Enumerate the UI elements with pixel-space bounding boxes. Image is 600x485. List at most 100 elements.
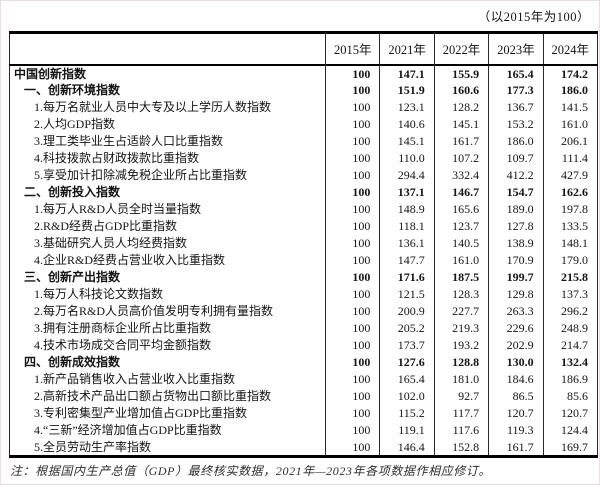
index-value: 85.6 bbox=[542, 387, 598, 405]
indicator-label: 2.R&D经费占GDP比重指数 bbox=[34, 219, 178, 233]
table-row: 2.每万名R&D人员高价值发明专利拥有量指数 100 200.9 227.7 263.3… bbox=[10, 302, 598, 320]
index-value: 124.4 bbox=[542, 421, 598, 439]
index-value: 189.0 bbox=[488, 200, 544, 218]
table-row: 四、创新成效指数 100 127.6 128.8 130.0 132.4 bbox=[10, 353, 598, 371]
indicator-label: 2.高新技术产品出口额占货物出口额比重指数 bbox=[34, 389, 272, 403]
index-value: 127.6 bbox=[379, 353, 435, 371]
index-value: 229.6 bbox=[488, 319, 544, 337]
index-value: 169.7 bbox=[542, 438, 598, 456]
table-row: 4.技术市场成交合同平均金额指数 100 173.7 193.2 202.9 214.7 bbox=[10, 336, 598, 354]
index-value: 102.0 bbox=[379, 387, 435, 405]
indicator-label: 1.每万人科技论文数指数 bbox=[34, 287, 164, 301]
index-value: 130.0 bbox=[488, 353, 544, 371]
table-row: 2.R&D经费占GDP比重指数 100 118.1 123.7 127.8 133.5 bbox=[10, 217, 598, 235]
index-value: 100 bbox=[324, 64, 380, 82]
indicator-label: 4.科技拨款占财政拨款比重指数 bbox=[34, 151, 200, 165]
index-value: 136.7 bbox=[488, 98, 544, 116]
index-value: 100 bbox=[324, 234, 380, 252]
index-value: 100 bbox=[324, 285, 380, 303]
index-value: 121.5 bbox=[379, 285, 435, 303]
index-value: 145.1 bbox=[433, 115, 489, 133]
index-value: 100 bbox=[324, 353, 380, 371]
index-value: 100 bbox=[324, 217, 380, 235]
index-value: 206.1 bbox=[542, 132, 598, 150]
table-row: 2.高新技术产品出口额占货物出口额比重指数 100 102.0 92.7 86.5 85.… bbox=[10, 387, 598, 405]
index-value: 161.0 bbox=[542, 115, 598, 133]
index-value: 100 bbox=[324, 251, 380, 269]
index-value: 197.8 bbox=[542, 200, 598, 218]
index-value: 100 bbox=[324, 132, 380, 150]
index-value: 117.6 bbox=[433, 421, 489, 439]
index-value: 86.5 bbox=[488, 387, 544, 405]
index-value: 100 bbox=[324, 336, 380, 354]
index-value: 161.7 bbox=[488, 438, 544, 456]
index-value: 160.6 bbox=[433, 81, 489, 99]
index-value: 193.2 bbox=[433, 336, 489, 354]
index-value: 110.0 bbox=[379, 149, 435, 167]
index-value: 170.9 bbox=[488, 251, 544, 269]
index-value: 219.3 bbox=[433, 319, 489, 337]
indicator-label: 3.专利密集型产业增加值占GDP比重指数 bbox=[34, 406, 248, 420]
table-row: 一、创新环境指数 100 151.9 160.6 177.3 186.0 bbox=[10, 81, 598, 99]
indicator-label: 三、创新产出指数 bbox=[24, 270, 121, 284]
indicator-label: 中国创新指数 bbox=[14, 66, 87, 81]
index-value: 100 bbox=[324, 183, 380, 201]
index-value: 128.8 bbox=[433, 353, 489, 371]
index-value: 100 bbox=[324, 387, 380, 405]
table-row: 4.“三新”经济增加值占GDP比重指数 100 119.1 117.6 119.3 124… bbox=[10, 421, 598, 439]
index-value: 123.7 bbox=[433, 217, 489, 235]
index-value: 120.7 bbox=[488, 404, 544, 422]
indicator-label: 3.基础研究人员人均经费指数 bbox=[34, 236, 188, 250]
index-value: 148.1 bbox=[542, 234, 598, 252]
table-row: 1.每万人科技论文数指数 100 121.5 128.3 129.8 137.3 bbox=[10, 285, 598, 303]
table-row: 中国创新指数 100 147.1 155.9 165.4 174.2 bbox=[10, 64, 598, 82]
index-value: 119.1 bbox=[379, 421, 435, 439]
indicator-label: 4.企业R&D经费占营业收入比重指数 bbox=[34, 253, 226, 267]
year-column-header: 2024年 bbox=[542, 32, 598, 66]
index-value: 100 bbox=[324, 200, 380, 218]
table-row: 4.科技拨款占财政拨款比重指数 100 110.0 107.2 109.7 111.4 bbox=[10, 149, 598, 167]
index-value: 151.9 bbox=[379, 81, 435, 99]
index-value: 153.2 bbox=[488, 115, 544, 133]
index-value: 111.4 bbox=[542, 149, 598, 167]
index-value: 161.7 bbox=[433, 132, 489, 150]
indicator-label: 1.每万人R&D人员全时当量指数 bbox=[34, 202, 202, 216]
table-row: 2.人均GDP指数 100 140.6 145.1 153.2 161.0 bbox=[10, 115, 598, 133]
indicator-label: 3.拥有注册商标企业所占比重指数 bbox=[34, 321, 212, 335]
index-value: 128.3 bbox=[433, 285, 489, 303]
table-row: 三、创新产出指数 100 171.6 187.5 199.7 215.8 bbox=[10, 268, 598, 286]
index-value: 186.9 bbox=[542, 370, 598, 388]
table-row: 二、创新投入指数 100 137.1 146.7 154.7 162.6 bbox=[10, 183, 598, 201]
index-value: 152.8 bbox=[433, 438, 489, 456]
index-value: 109.7 bbox=[488, 149, 544, 167]
footnote: 注：根据国内生产总值（GDP）最终核实数据，2021年—2023年各项数据作相应… bbox=[10, 464, 492, 478]
indicator-label: 4.技术市场成交合同平均金额指数 bbox=[34, 338, 212, 352]
table-row: 5.全员劳动生产率指数 100 146.4 152.8 161.7 169.7 bbox=[10, 438, 598, 456]
index-value: 141.5 bbox=[542, 98, 598, 116]
index-value: 132.4 bbox=[542, 353, 598, 371]
index-value: 186.0 bbox=[488, 132, 544, 150]
corner-cell bbox=[9, 32, 326, 66]
index-value: 127.8 bbox=[488, 217, 544, 235]
table-row: 3.拥有注册商标企业所占比重指数 100 205.2 219.3 229.6 248.9 bbox=[10, 319, 598, 337]
index-value: 117.7 bbox=[433, 404, 489, 422]
index-value: 202.9 bbox=[488, 336, 544, 354]
index-value: 200.9 bbox=[379, 302, 435, 320]
indicator-label: 3.理工类毕业生占适龄人口比重指数 bbox=[34, 134, 224, 148]
index-value: 148.9 bbox=[379, 200, 435, 218]
index-value: 427.9 bbox=[542, 166, 598, 184]
base-year-annotation: （以2015年为100） bbox=[477, 10, 590, 24]
year-column-header: 2023年 bbox=[488, 32, 544, 66]
index-value: 161.0 bbox=[433, 251, 489, 269]
table-row: 3.理工类毕业生占适龄人口比重指数 100 145.1 161.7 186.0 206.1 bbox=[10, 132, 598, 150]
index-value: 177.3 bbox=[488, 81, 544, 99]
year-column-header: 2021年 bbox=[379, 32, 435, 66]
index-value: 179.0 bbox=[542, 251, 598, 269]
index-value: 214.7 bbox=[542, 336, 598, 354]
index-value: 171.6 bbox=[379, 268, 435, 286]
index-value: 138.9 bbox=[488, 234, 544, 252]
index-value: 123.1 bbox=[379, 98, 435, 116]
index-value: 133.5 bbox=[542, 217, 598, 235]
index-value: 187.5 bbox=[433, 268, 489, 286]
